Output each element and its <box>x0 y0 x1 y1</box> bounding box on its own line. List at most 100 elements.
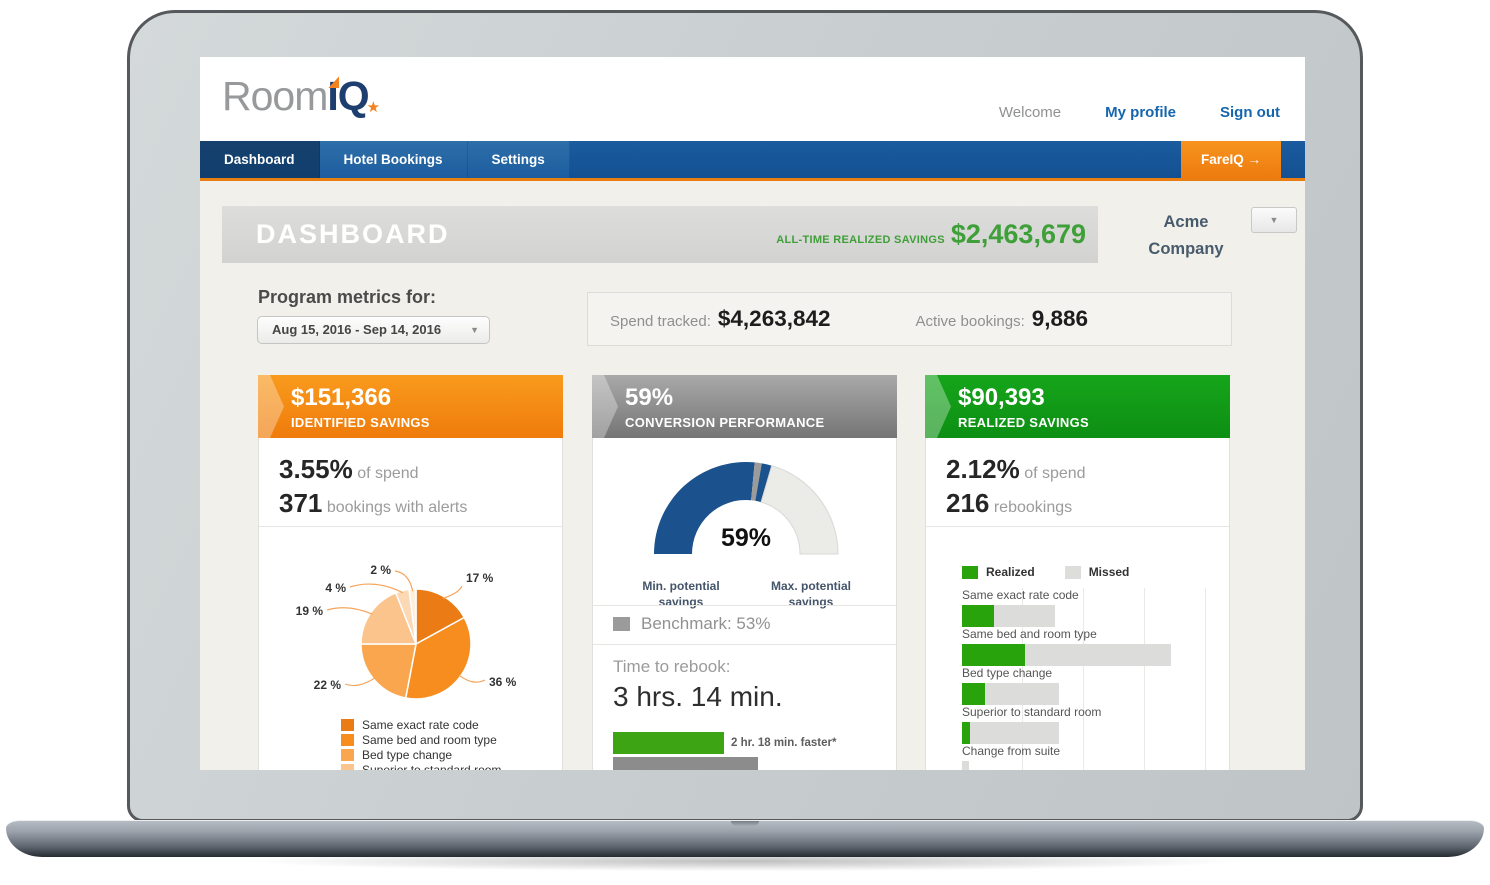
divider <box>926 526 1229 527</box>
legend-swatch-icon <box>341 763 354 770</box>
realized-bar-segment <box>962 644 1025 666</box>
conversion-performance-title: CONVERSION PERFORMANCE <box>625 415 825 430</box>
sign-out-link[interactable]: Sign out <box>1220 104 1280 121</box>
realized-missed-legend: Realized Missed <box>962 565 1129 579</box>
identified-stats: 3.55% of spend 371 bookings with alerts <box>259 438 562 519</box>
missed-legend-label: Missed <box>1088 565 1130 579</box>
identified-savings-pie-chart: 17 % 36 % 22 % 19 %4 % 2 % <box>296 563 517 700</box>
bar-row-label: Superior to standard room <box>962 705 1102 719</box>
legend-swatch-icon <box>341 718 354 731</box>
rebookings-label: rebookings <box>993 499 1073 516</box>
realized-savings-body: 2.12% of spend 216 rebookings Realized M… <box>925 438 1230 770</box>
missed-swatch-icon <box>1064 565 1081 579</box>
realized-stats: 2.12% of spend 216 rebookings <box>926 438 1229 519</box>
conversion-gauge-chart: 59% <box>654 461 839 555</box>
bar-track <box>962 605 1226 627</box>
divider <box>593 644 896 645</box>
header-links: Welcome My profile Sign out <box>999 104 1280 121</box>
rebookings-value: 216 <box>946 488 990 518</box>
fareiq-button[interactable]: FareIQ → <box>1181 141 1281 178</box>
chevron-down-icon: ▼ <box>1269 215 1279 225</box>
bar-row: Change from suite <box>962 744 1226 770</box>
realized-swatch-icon <box>962 565 978 579</box>
realized-bar-segment <box>962 605 994 627</box>
svg-text:59%: 59% <box>721 524 771 552</box>
tab-hotel-bookings[interactable]: Hotel Bookings <box>319 141 468 178</box>
spend-tracked: Spend tracked: $4,263,842 <box>610 306 831 332</box>
realized-bar-segment <box>962 722 970 744</box>
dashboard-banner: DASHBOARD ALL-TIME REALIZED SAVINGS $2,4… <box>222 206 1098 263</box>
legend-item: Bed type change <box>362 747 453 762</box>
active-bookings: Active bookings: 9,886 <box>916 306 1089 332</box>
bar-row-label: Bed type change <box>962 666 1053 680</box>
alltime-savings-label: ALL-TIME REALIZED SAVINGS <box>776 234 945 246</box>
logo-text-iq: IQ <box>327 73 369 119</box>
bookings-with-alerts-value: 371 <box>279 488 323 518</box>
company-dropdown-button[interactable]: ▼ <box>1251 207 1297 233</box>
realized-savings-header: $90,393 REALIZED SAVINGS <box>925 375 1230 438</box>
logo-orange-accent-icon <box>328 76 340 88</box>
company-name: Acme Company <box>1100 209 1272 263</box>
legend-item: Same exact rate code <box>362 717 479 732</box>
missed-bar-segment <box>985 683 1059 705</box>
time-to-rebook-label: Time to rebook: <box>613 657 731 676</box>
identified-savings-title: IDENTIFIED SAVINGS <box>291 415 430 430</box>
page-title: DASHBOARD <box>256 219 450 249</box>
date-range-select[interactable]: Aug 15, 2016 - Sep 14, 2016 ▼ <box>257 316 490 344</box>
time-to-rebook-value: 3 hrs. 14 min. <box>613 681 783 712</box>
legend-swatch-icon <box>341 748 354 761</box>
bar-row: Same bed and room type <box>962 627 1226 666</box>
realized-savings-card: $90,393 REALIZED SAVINGS 2.12% of spend … <box>925 375 1230 770</box>
page-header: RoomIQ ★ Welcome My profile Sign out <box>200 57 1305 141</box>
bar-track <box>962 722 1226 744</box>
bar-row: Bed type change <box>962 666 1226 705</box>
missed-bar-segment <box>970 722 1059 744</box>
bar-track <box>962 683 1226 705</box>
summary-box: Spend tracked: $4,263,842 Active booking… <box>587 292 1232 346</box>
active-bookings-value: 9,886 <box>1031 306 1089 331</box>
missed-bar-segment <box>962 761 969 770</box>
svg-text:19 %: 19 % <box>296 604 324 618</box>
benchmark-swatch-icon <box>613 617 630 631</box>
company-name-line2: Company <box>1148 240 1224 259</box>
divider <box>593 605 896 606</box>
svg-text:22 %: 22 % <box>314 678 342 692</box>
laptop-base <box>6 820 1484 857</box>
bar-row: Superior to standard room <box>962 705 1226 744</box>
spend-tracked-value: $4,263,842 <box>717 306 831 331</box>
pie-legend: Same exact rate code Same bed and room t… <box>341 717 501 770</box>
rebook-faster-note: 2 hr. 18 min. faster* <box>731 737 837 749</box>
conversion-performance-card: 59% CONVERSION PERFORMANCE 59% Min. pote… <box>592 375 897 770</box>
realized-savings-bar-chart: Same exact rate code Same bed and room ty… <box>962 588 1226 770</box>
alltime-savings-value: $2,463,679 <box>950 219 1086 249</box>
legend-item: Same bed and room type <box>362 732 497 747</box>
tab-dashboard[interactable]: Dashboard <box>200 141 320 178</box>
welcome-text: Welcome <box>998 104 1062 121</box>
svg-text:36 %: 36 % <box>489 675 517 689</box>
tab-settings[interactable]: Settings <box>467 141 570 178</box>
missed-bar-segment <box>1025 644 1171 666</box>
chevron-down-icon: ▼ <box>470 325 479 335</box>
date-range-value: Aug 15, 2016 - Sep 14, 2016 <box>272 322 442 337</box>
rebook-current-bar <box>613 732 724 754</box>
identified-savings-card: $151,366 IDENTIFIED SAVINGS 3.55% of spe… <box>258 375 563 770</box>
bar-track <box>962 644 1226 666</box>
svg-text:4 %: 4 % <box>325 581 346 595</box>
laptop-screen: RoomIQ ★ Welcome My profile Sign out Dash… <box>200 57 1305 770</box>
conversion-performance-body: 59% Min. potential savings Max. potentia… <box>592 438 897 770</box>
logo-star-icon: ★ <box>366 99 380 116</box>
main-navbar: Dashboard Hotel Bookings Settings FareIQ… <box>200 141 1305 181</box>
svg-text:17 %: 17 % <box>466 571 494 585</box>
legend-swatch-icon <box>341 733 354 746</box>
my-profile-link[interactable]: My profile <box>1105 104 1176 121</box>
identified-savings-value: $151,366 <box>291 384 392 411</box>
conversion-performance-header: 59% CONVERSION PERFORMANCE <box>592 375 897 438</box>
rebook-previous-bar <box>613 757 758 770</box>
realized-savings-value: $90,393 <box>958 384 1045 411</box>
bar-row-label: Change from suite <box>962 744 1061 758</box>
benchmark-label: Benchmark: 53% <box>641 614 771 633</box>
spend-tracked-label: Spend tracked: <box>610 313 711 330</box>
svg-text:2 %: 2 % <box>370 563 391 577</box>
legend-item: Superior to standard room <box>362 762 502 771</box>
